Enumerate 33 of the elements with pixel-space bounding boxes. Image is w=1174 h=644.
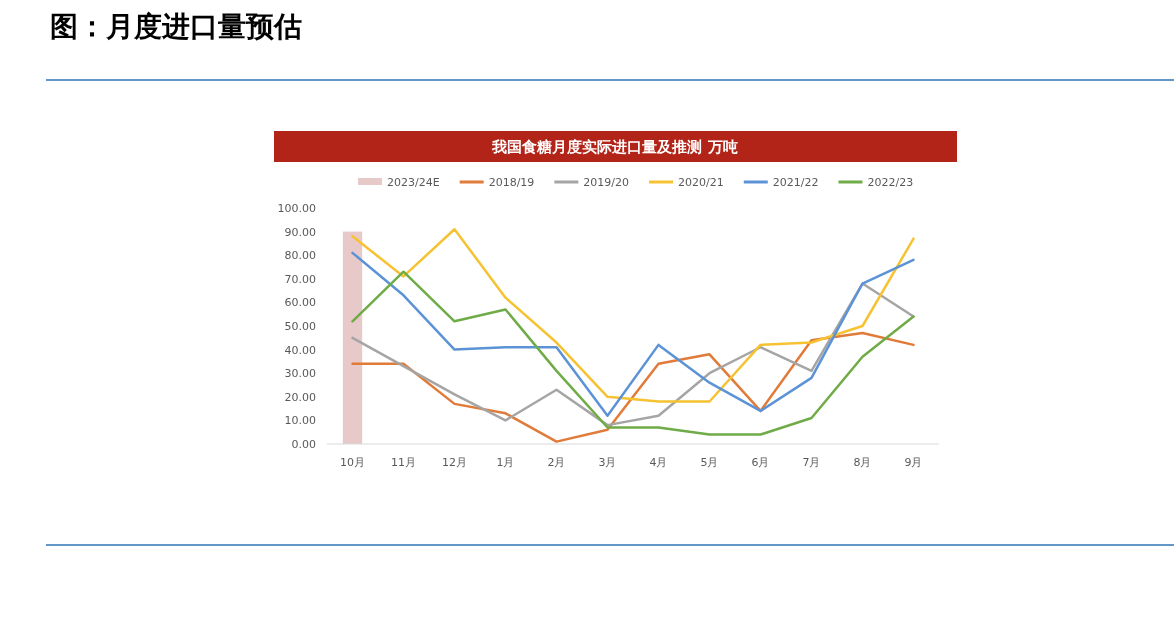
- legend-label: 2023/24E: [387, 176, 440, 189]
- y-tick-label: 60.00: [284, 296, 316, 310]
- y-tick-label: 100.00: [277, 202, 316, 215]
- x-tick-label: 10月: [340, 456, 365, 469]
- legend-label: 2018/19: [488, 176, 535, 189]
- x-tick-label: 8月: [853, 456, 872, 469]
- y-tick-label: 80.00: [284, 249, 316, 263]
- legend-label: 2019/20: [583, 176, 630, 189]
- y-tick-label: 70.00: [284, 272, 316, 286]
- y-tick-label: 0.00: [291, 438, 316, 451]
- y-tick-label: 30.00: [284, 367, 316, 381]
- x-tick-label: 9月: [904, 456, 923, 469]
- x-tick-label: 12月: [442, 456, 467, 469]
- x-tick-label: 2月: [547, 456, 566, 469]
- legend-label: 2022/23: [867, 176, 914, 189]
- legend-label: 2021/22: [772, 176, 819, 189]
- y-tick-label: 40.00: [284, 343, 316, 357]
- x-tick-label: 1月: [496, 456, 515, 469]
- x-tick-label: 5月: [700, 456, 719, 469]
- x-tick-label: 3月: [598, 456, 617, 469]
- x-tick-label: 7月: [802, 456, 821, 469]
- line-series: [351, 227, 915, 403]
- x-tick-label: 6月: [751, 456, 770, 469]
- x-tick-label: 11月: [391, 456, 416, 469]
- x-tick-label: 4月: [649, 456, 668, 469]
- y-tick-label: 20.00: [284, 390, 316, 404]
- y-tick-label: 50.00: [284, 320, 316, 333]
- line-series: [351, 251, 915, 417]
- legend-label: 2020/21: [678, 176, 724, 189]
- chart-title: 图：月度进口量预估: [50, 10, 302, 43]
- y-tick-label: 90.00: [284, 225, 316, 239]
- chart-subtitle: 我国食糖月度实际进口量及推测 万吨: [491, 138, 738, 156]
- y-tick-label: 10.00: [284, 414, 316, 428]
